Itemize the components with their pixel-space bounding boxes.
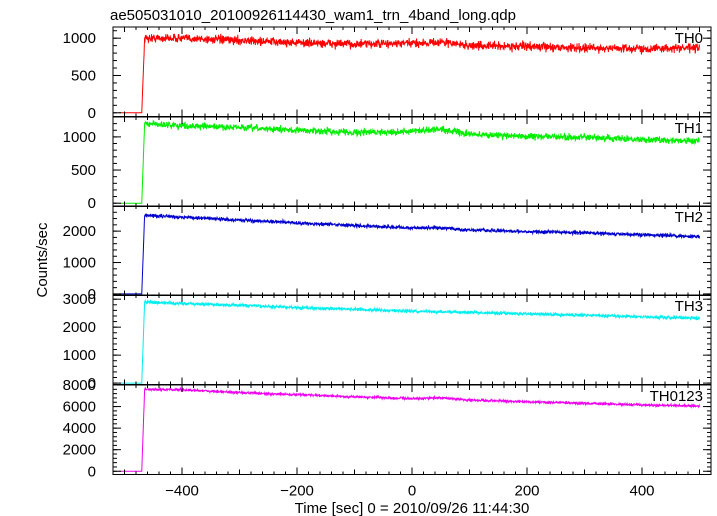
x-tick-label: 400 [629, 483, 654, 500]
panel-th0123: 0 2000 4000 6000 8000 TH0123 [63, 377, 712, 480]
y-tick-label: 0 [88, 105, 96, 122]
panel-label-th0123: TH0123 [650, 388, 703, 405]
y-tick-label: 1000 [63, 255, 96, 272]
y-tick-label: 1000 [63, 129, 96, 146]
panel-frame [112, 294, 712, 385]
y-tick-label: 500 [71, 162, 96, 179]
series-line-th0123 [118, 386, 700, 472]
y-tick-label: 0 [88, 286, 96, 303]
y-tick-label: 1000 [63, 347, 96, 364]
x-tick-label: −200 [280, 483, 314, 500]
series-line-th1 [118, 119, 700, 204]
series-line-th0 [118, 33, 700, 114]
y-tick-label: 3000 [63, 291, 96, 308]
panel-label-th0: TH0 [675, 30, 703, 47]
y-tick-label: 8000 [63, 377, 96, 394]
y-tick-label: 500 [71, 67, 96, 84]
series-line-th3 [118, 298, 700, 384]
y-tick-label: 6000 [63, 399, 96, 416]
x-tick-label: 0 [408, 483, 416, 500]
y-axis-label: Counts/sec [34, 222, 51, 298]
chart-title: ae505031010_20100926114430_wam1_trn_4ban… [110, 7, 516, 24]
panel-th0: 0 500 1000 TH0 [63, 26, 712, 122]
panel-label-th1: TH1 [675, 120, 703, 137]
y-tick-label: 2000 [63, 223, 96, 240]
panel-label-th3: TH3 [675, 298, 703, 315]
y-tick-label: 4000 [63, 420, 96, 437]
panel-th3: 0 1000 2000 3000 TH3 [63, 291, 712, 392]
panel-frame [112, 205, 712, 296]
y-tick-label: 0 [88, 195, 96, 212]
panel-th2: 0 1000 2000 TH2 [63, 205, 712, 303]
panel-th1: 0 500 1000 TH1 [63, 116, 712, 212]
y-tick-label: 0 [88, 463, 96, 480]
y-tick-label: 0 [88, 375, 96, 392]
x-tick-label: −400 [165, 483, 199, 500]
x-axis-label: Time [sec] 0 = 2010/09/26 11:44:30 [295, 500, 530, 516]
y-tick-label: 1000 [63, 30, 96, 47]
panels-group: 0 500 1000 TH0 0 500 1000 TH1 0 1000 2000 TH2 0 1000 2… [63, 26, 712, 480]
x-axis: −400 −200 0 200 400 [165, 483, 654, 500]
y-tick-label: 2000 [63, 442, 96, 459]
y-tick-label: 2000 [63, 319, 96, 336]
x-tick-label: 200 [514, 483, 539, 500]
series-line-th2 [118, 212, 700, 295]
panel-label-th2: TH2 [675, 209, 703, 226]
